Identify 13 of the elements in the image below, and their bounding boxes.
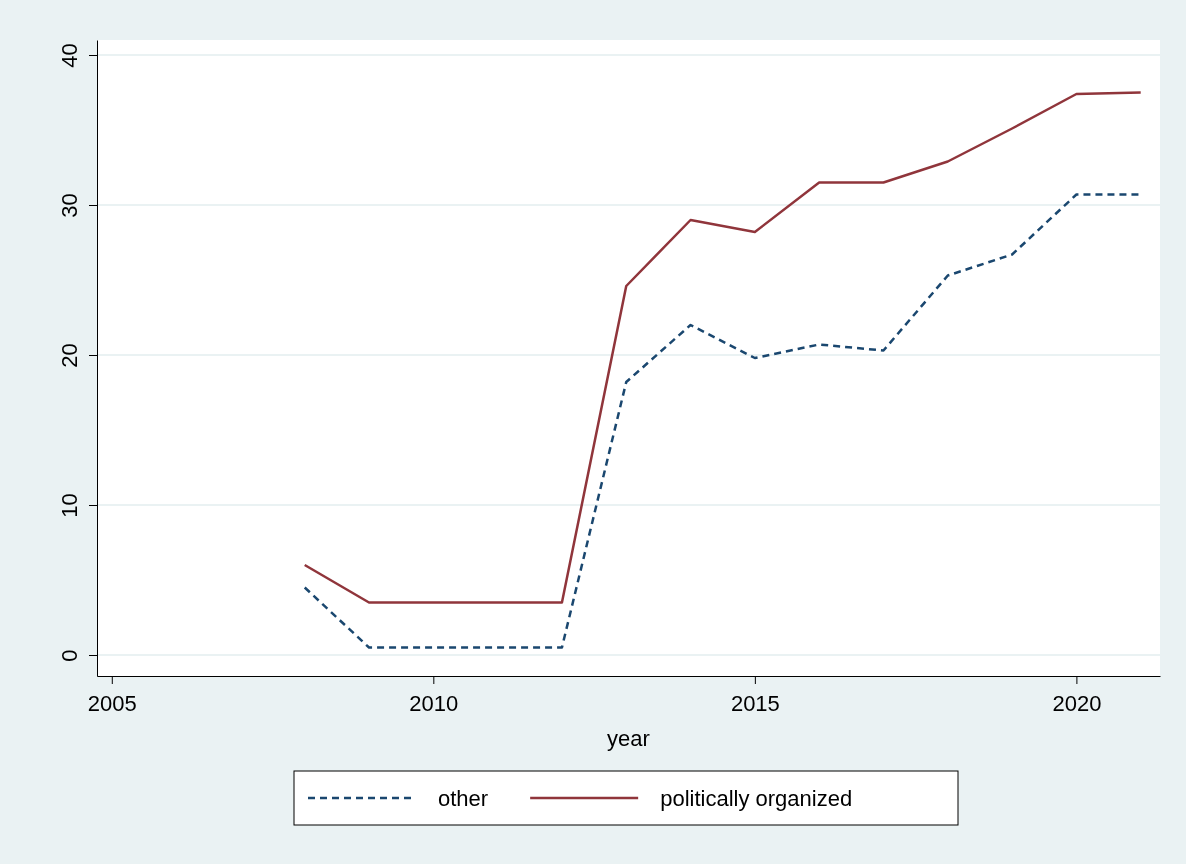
x-tick-label: 2005: [87, 691, 137, 717]
y-tick-label: 0: [57, 649, 82, 662]
x-tick-label: 2010: [409, 691, 459, 717]
legend-label: politically organized: [660, 786, 853, 811]
y-tick-label: 10: [57, 493, 82, 518]
line-series: [303, 91, 1142, 604]
x-tick-label: 2020: [1052, 691, 1102, 717]
x-tick-label: 2015: [730, 691, 780, 717]
x-axis-title: year: [607, 726, 650, 751]
y-tick-label: 20: [57, 343, 82, 368]
legend-label: other: [438, 786, 489, 811]
y-tick-label: 30: [57, 193, 82, 218]
y-tick-label: 40: [57, 43, 82, 68]
